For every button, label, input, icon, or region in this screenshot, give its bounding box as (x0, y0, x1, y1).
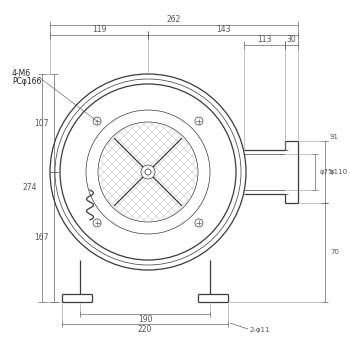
Text: 190: 190 (138, 315, 152, 324)
Text: 274: 274 (22, 183, 37, 192)
Text: 113: 113 (257, 35, 272, 44)
Text: 91: 91 (330, 134, 339, 140)
Text: φ75: φ75 (320, 169, 334, 175)
Text: 107: 107 (35, 119, 49, 127)
Text: 30: 30 (287, 35, 296, 44)
Text: 2-φ11: 2-φ11 (250, 327, 271, 333)
Text: 143: 143 (216, 26, 230, 35)
Text: 262: 262 (167, 15, 181, 24)
Text: 70: 70 (330, 250, 339, 256)
Text: PCφ166: PCφ166 (12, 77, 41, 86)
Text: 220: 220 (138, 326, 152, 335)
Text: 4-M6: 4-M6 (12, 70, 31, 78)
Text: 167: 167 (35, 232, 49, 241)
Text: φ110: φ110 (330, 169, 348, 175)
Text: 119: 119 (92, 26, 106, 35)
